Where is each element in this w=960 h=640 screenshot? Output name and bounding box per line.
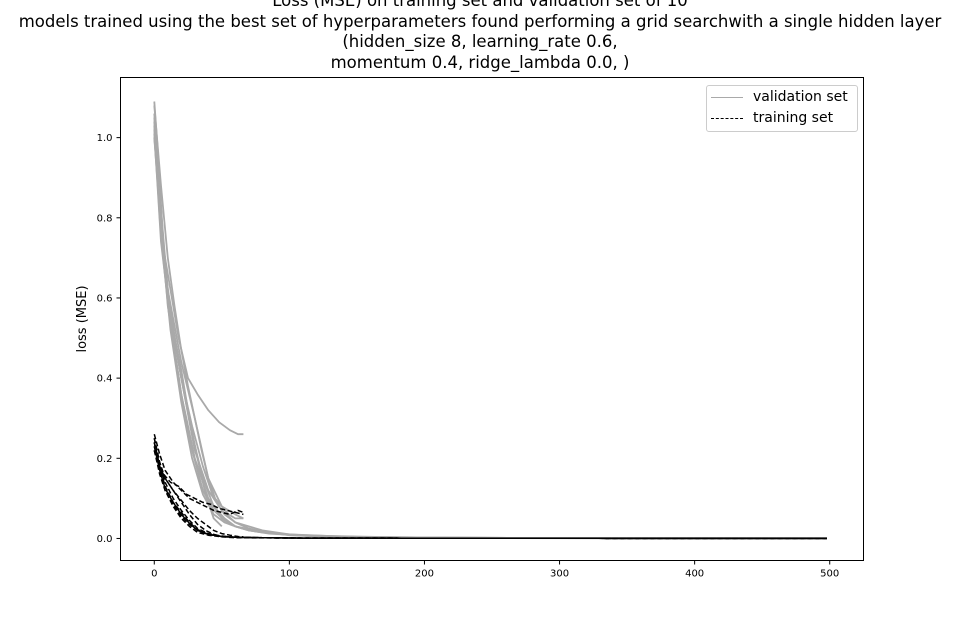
x-tick-label: 200 — [415, 569, 434, 580]
legend-item-validation: validation set — [711, 88, 848, 106]
x-tick-label: 400 — [685, 569, 704, 580]
y-axis-label: loss (MSE) — [75, 285, 90, 352]
chart-title-line-4: momentum 0.4, ridge_lambda 0.0, ) — [330, 52, 630, 72]
validation-loss-line-9 — [153, 121, 828, 540]
legend-swatch-training — [711, 117, 743, 119]
validation-loss-line-8 — [153, 133, 828, 540]
training-loss-line-7 — [153, 450, 827, 540]
validation-loss-line-5 — [153, 137, 828, 540]
legend-label-training: training set — [753, 110, 834, 126]
x-tick-label: 300 — [550, 569, 569, 580]
chart-title-line-2: models trained using the best set of hyp… — [18, 11, 942, 31]
validation-loss-line-7 — [153, 113, 828, 540]
y-tick-label: 0.0 — [97, 534, 113, 545]
x-tick-label: 0 — [151, 569, 157, 580]
training-loss-line-8 — [153, 442, 827, 540]
training-loss-line-4 — [153, 438, 244, 538]
validation-loss-line-6 — [153, 129, 827, 540]
legend: validation set training set — [706, 85, 858, 132]
y-tick-label: 0.2 — [97, 454, 113, 465]
x-axis: 0 100 200 300 400 500 — [151, 560, 839, 580]
training-loss-line-10 — [153, 450, 827, 540]
y-tick-label: 0.8 — [97, 213, 113, 224]
validation-loss-line-4 — [153, 105, 244, 520]
training-loss-line-1 — [153, 438, 244, 516]
validation-loss-line-1 — [153, 101, 244, 436]
legend-label-validation: validation set — [753, 89, 848, 105]
y-tick-label: 1.0 — [97, 133, 113, 144]
y-axis: 0.0 0.2 0.4 0.6 0.8 1.0 — [97, 133, 121, 545]
training-loss-line-5 — [153, 446, 827, 540]
chart-title-line-3: (hidden_size 8, learning_rate 0.6, — [342, 32, 618, 51]
y-tick-label: 0.6 — [97, 293, 113, 304]
training-loss-line-9 — [153, 446, 827, 540]
chart-title-line-1: Loss (MSE) on training set and validatio… — [272, 0, 688, 10]
x-tick-label: 500 — [820, 569, 839, 580]
training-loss-line-6 — [153, 442, 827, 540]
y-tick-label: 0.4 — [97, 374, 113, 385]
plot-frame — [120, 77, 864, 561]
validation-loss-line-10 — [153, 137, 828, 540]
chart-title: Loss (MSE) on training set and validatio… — [0, 0, 960, 73]
series-layer — [153, 101, 828, 540]
legend-item-training: training set — [711, 109, 833, 127]
training-loss-line-2 — [153, 434, 244, 516]
legend-swatch-validation — [711, 96, 743, 98]
x-tick-label: 100 — [280, 569, 299, 580]
